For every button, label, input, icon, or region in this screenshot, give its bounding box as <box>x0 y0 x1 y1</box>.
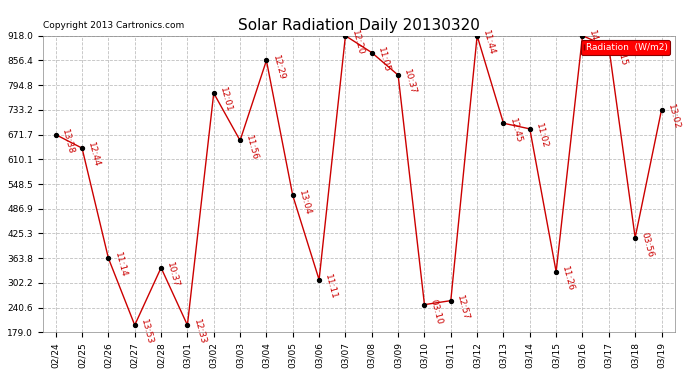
Point <box>419 302 430 307</box>
Point <box>261 57 272 63</box>
Point <box>208 90 219 96</box>
Text: Copyright 2013 Cartronics.com: Copyright 2013 Cartronics.com <box>43 21 184 30</box>
Point <box>103 255 114 261</box>
Legend: Radiation  (W/m2): Radiation (W/m2) <box>581 40 670 55</box>
Text: 12:33: 12:33 <box>192 319 207 346</box>
Text: 12:44: 12:44 <box>86 142 101 169</box>
Text: 03:10: 03:10 <box>428 298 444 326</box>
Text: 12:45: 12:45 <box>508 117 523 144</box>
Point <box>155 265 166 271</box>
Text: 12:01: 12:01 <box>218 87 233 114</box>
Text: 13:53: 13:53 <box>139 319 155 346</box>
Text: 11:02: 11:02 <box>534 122 549 150</box>
Point <box>393 72 404 78</box>
Point <box>630 235 641 241</box>
Point <box>50 132 61 138</box>
Point <box>77 145 88 151</box>
Point <box>287 192 298 198</box>
Point <box>656 107 667 113</box>
Point <box>471 33 482 39</box>
Point <box>445 298 456 304</box>
Point <box>366 50 377 55</box>
Text: 12:57: 12:57 <box>455 294 471 321</box>
Text: 10:37: 10:37 <box>402 69 417 96</box>
Text: 11:56: 11:56 <box>244 134 259 161</box>
Text: 11:11: 11:11 <box>324 273 339 301</box>
Text: 13:15: 13:15 <box>613 40 629 68</box>
Point <box>498 120 509 126</box>
Text: 13:38: 13:38 <box>60 128 75 155</box>
Point <box>182 322 193 328</box>
Text: 03:56: 03:56 <box>640 231 655 258</box>
Point <box>313 277 324 283</box>
Text: 13:02: 13:02 <box>666 104 681 130</box>
Point <box>235 138 246 144</box>
Text: 11:26: 11:26 <box>560 265 575 292</box>
Text: 11:05: 11:05 <box>376 46 391 74</box>
Text: 11:14: 11:14 <box>112 252 128 279</box>
Text: 12:20: 12:20 <box>350 29 365 56</box>
Point <box>340 33 351 39</box>
Text: 13:04: 13:04 <box>297 189 313 216</box>
Text: 10:37: 10:37 <box>165 261 181 288</box>
Point <box>524 126 535 132</box>
Point <box>551 269 562 275</box>
Title: Solar Radiation Daily 20130320: Solar Radiation Daily 20130320 <box>237 18 480 33</box>
Point <box>577 33 588 39</box>
Point <box>129 322 140 328</box>
Text: 12:29: 12:29 <box>270 54 286 81</box>
Point <box>603 44 614 50</box>
Text: 11:44: 11:44 <box>482 29 497 56</box>
Text: 14:04: 14:04 <box>586 29 602 56</box>
